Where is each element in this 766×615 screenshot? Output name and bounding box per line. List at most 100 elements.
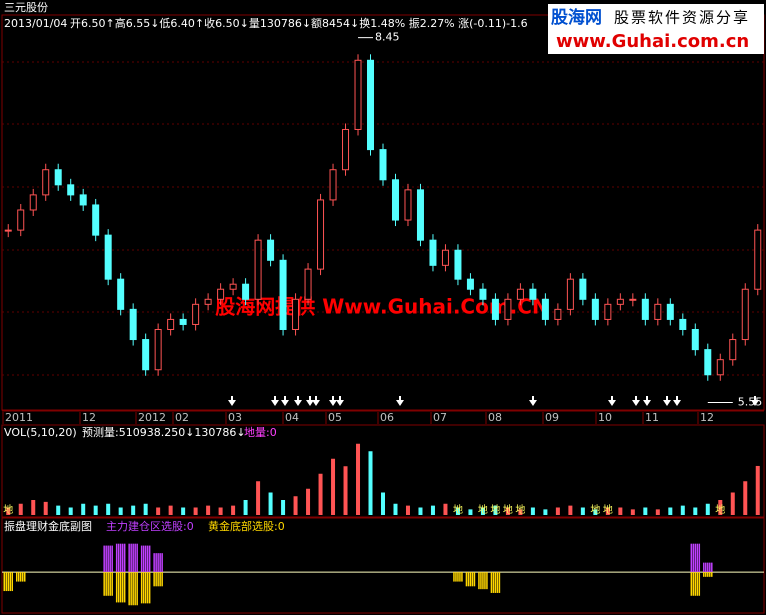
floor-label: 地 [3,503,13,516]
volume-bar [281,500,286,515]
volume-bar [256,481,261,515]
volume-bar [318,473,323,515]
candle [17,209,25,231]
volume-bar [555,507,560,515]
volume-bar [368,451,373,515]
candle [679,318,687,330]
floor-label: 地 [478,503,488,516]
volume-bar [131,505,136,515]
x-tick-label: 09 [545,411,559,424]
candle [42,169,50,196]
candle [691,328,699,351]
volume-bar [56,505,61,515]
volume-bar [718,500,723,515]
volume-bar [6,507,11,515]
candle [541,298,549,320]
event-arrow [271,396,279,406]
x-tick-label: 2011 [5,411,33,424]
volume-bar [18,503,23,515]
x-tick-label: 12 [82,411,96,424]
price-frame [1,14,765,411]
candle [317,199,325,270]
volume-bar [243,500,248,515]
candle [104,234,112,280]
volume-bar [343,466,348,515]
x-tick-label: 03 [228,411,242,424]
volume-bar [168,505,173,515]
event-arrow [673,396,681,406]
candle [466,278,474,290]
candle [117,278,125,310]
candle [292,298,300,330]
volume-bar [68,507,73,515]
x-tick-label: 08 [488,411,502,424]
volume-frame [1,424,765,518]
candle [616,298,624,305]
volume-bar [480,507,485,515]
volume-bar [530,507,535,515]
floor-label: 地 [515,503,525,516]
high-label: 8.45 [375,31,400,44]
volume-bar [143,503,148,515]
x-tick-label: 12 [700,411,714,424]
candle [267,239,275,261]
candle [254,239,262,300]
event-arrow [329,396,337,406]
candle [92,204,100,236]
floor-label: 地 [603,503,613,516]
indicator-title: 振盘理财金底副图 [4,519,92,533]
candle [629,298,637,301]
candle [4,229,12,232]
volume-bar [43,501,48,515]
volume-bar [693,507,698,515]
watermark-box [548,4,764,54]
volume-bar [705,503,710,515]
candle [554,308,562,320]
volume-title: VOL(5,10,20) [4,426,77,439]
candle [54,169,62,186]
candle [529,288,537,300]
x-tick-label: 05 [328,411,342,424]
volume-bar [668,507,673,515]
candle [242,283,250,300]
x-tick-label: 02 [175,411,189,424]
candle [441,249,449,266]
candle [566,278,574,310]
candle [591,298,599,320]
volume-bar [593,509,598,515]
x-tick-label: 07 [433,411,447,424]
volume-bar [755,465,760,515]
event-arrow [608,396,616,406]
candle [129,308,137,341]
volume-bar [193,507,198,515]
candle [641,298,649,320]
candle [304,268,312,300]
event-arrow [751,396,759,406]
volume-forecast: 预测量:510938.250↓130786↓ [82,426,246,439]
candle [704,349,712,376]
candle [729,339,737,361]
volume-bar [293,496,298,515]
volume-bar [543,509,548,515]
candle [516,288,524,300]
event-arrow [312,396,320,406]
volume-bar [156,507,161,515]
candle [504,298,512,320]
x-tick-label: 04 [285,411,299,424]
candle [604,303,612,320]
candle [454,249,462,280]
volume-bar [306,488,311,515]
volume-bar [331,458,336,515]
event-arrow [306,396,314,406]
x-tick-label: 11 [645,411,659,424]
candle [167,318,175,330]
price-grid [2,61,764,376]
candle [741,288,749,341]
candle [379,149,387,181]
event-arrow [336,396,344,406]
volume-bar [393,503,398,515]
candle [716,359,724,376]
event-arrow [643,396,651,406]
floor-label: 地 [590,503,600,516]
volume-bar [643,507,648,515]
